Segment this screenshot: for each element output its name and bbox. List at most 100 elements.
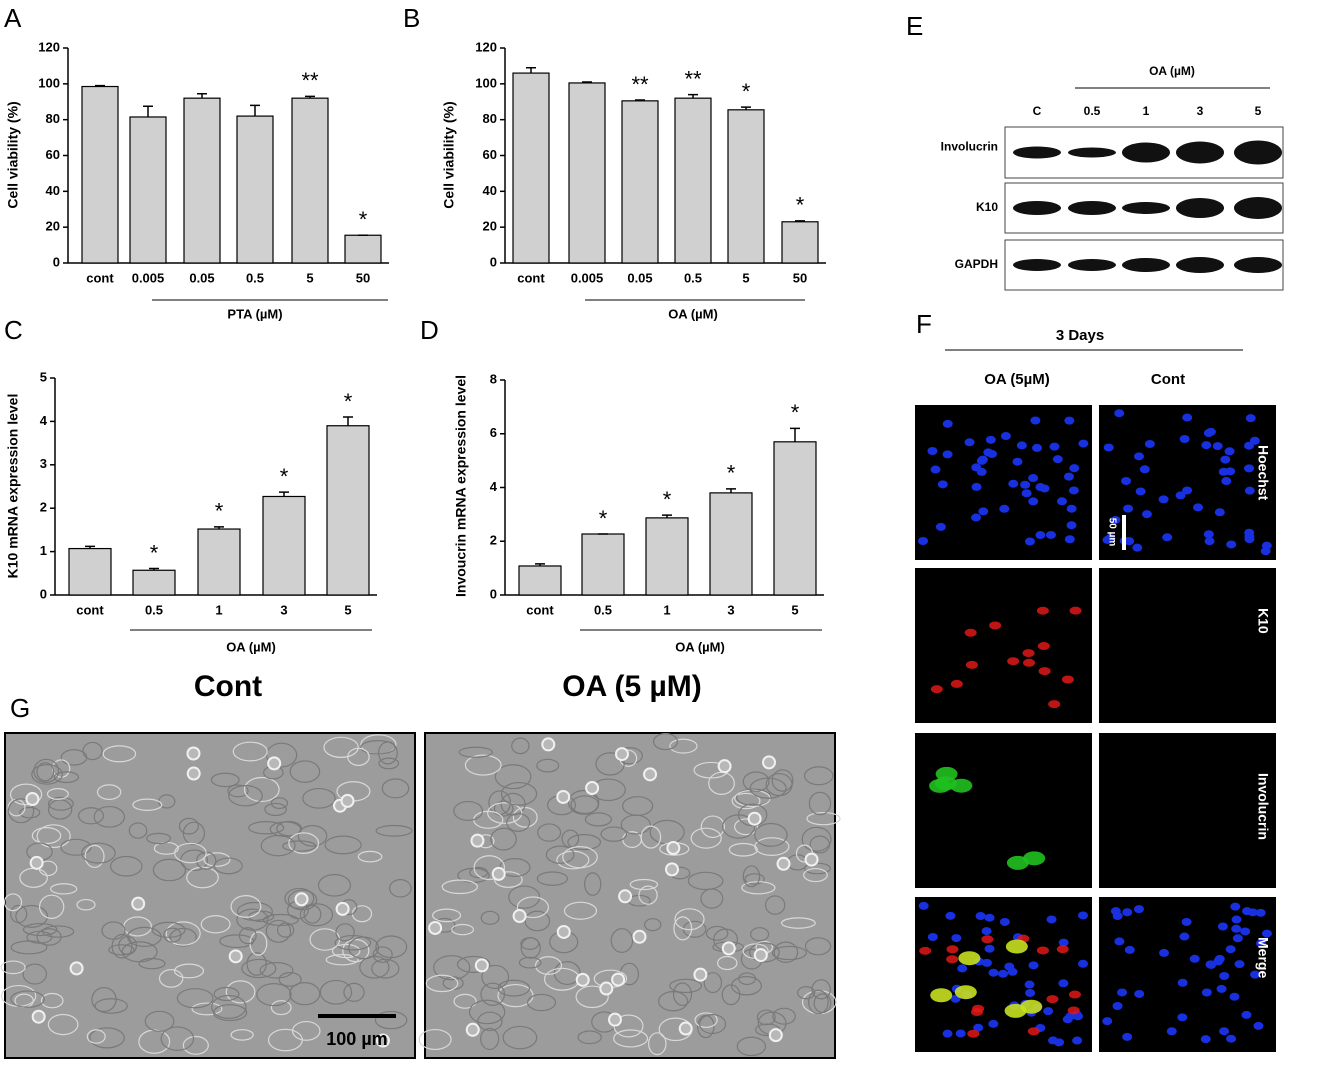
cell	[537, 823, 562, 842]
nucleus	[1179, 932, 1190, 941]
nucleus	[984, 944, 995, 953]
nucleus	[1244, 528, 1255, 537]
blot-band	[1013, 201, 1061, 215]
cell	[673, 916, 693, 941]
involucrin-signal	[1005, 939, 1028, 954]
round-cell	[607, 1012, 622, 1027]
cell	[524, 910, 551, 932]
nucleus	[1159, 948, 1170, 957]
round-cell	[428, 920, 443, 935]
cell	[47, 1013, 79, 1036]
cell	[690, 827, 722, 849]
cell	[669, 978, 703, 994]
cell	[270, 797, 289, 809]
bar	[568, 82, 606, 264]
y-tick-label: 40	[46, 183, 60, 198]
x-tick-label: cont	[517, 270, 545, 285]
cell	[803, 867, 828, 883]
cell	[256, 983, 292, 1007]
nucleus	[1260, 547, 1271, 556]
y-tick-label: 6	[490, 425, 497, 440]
cell	[288, 832, 320, 854]
nucleus	[1217, 922, 1228, 931]
x-tick-label: cont	[526, 602, 554, 617]
blot-row-label: K10	[976, 200, 998, 214]
cell	[584, 872, 602, 896]
cell	[89, 1027, 125, 1049]
cell	[694, 1012, 718, 1028]
nucleus	[1052, 455, 1063, 464]
round-cell	[474, 958, 489, 973]
error-bar	[197, 92, 207, 99]
cell	[76, 898, 96, 911]
nucleus	[1039, 484, 1050, 493]
nucleus	[1226, 540, 1237, 549]
cell	[735, 788, 772, 807]
y-tick-label: 100	[38, 75, 60, 90]
k10-signal	[965, 660, 978, 669]
x-tick-label: 0.005	[571, 270, 604, 285]
round-cell	[512, 909, 527, 924]
nucleus	[1177, 978, 1188, 987]
cell	[238, 927, 257, 945]
cell	[259, 962, 294, 979]
k10-signal	[1061, 675, 1074, 684]
cell	[50, 883, 78, 895]
error-bar	[95, 84, 105, 87]
nucleus	[1103, 443, 1114, 452]
cell	[736, 1036, 767, 1057]
cell	[121, 941, 158, 963]
y-tick-label: 40	[483, 183, 497, 198]
nucleus	[1201, 988, 1212, 997]
blot-row-label: Involucrin	[941, 140, 998, 154]
lane-label: 1	[1143, 104, 1150, 118]
x-tick-label: 50	[793, 270, 807, 285]
nucleus	[1226, 1034, 1237, 1043]
cell	[203, 852, 231, 867]
cell	[248, 910, 275, 923]
nucleus	[1058, 979, 1069, 988]
nucleus	[1072, 1036, 1083, 1045]
bar	[129, 116, 167, 264]
cell	[81, 842, 116, 864]
nucleus	[1064, 535, 1075, 544]
nucleus	[1241, 1010, 1252, 1019]
cell	[575, 985, 609, 1009]
cell	[512, 806, 538, 828]
k10-signal	[1068, 990, 1081, 999]
cell	[480, 982, 506, 1006]
k10-signal	[1027, 1027, 1040, 1036]
nucleus	[1123, 504, 1134, 513]
y-tick-label: 4	[40, 413, 48, 428]
nucleus	[1134, 989, 1145, 998]
nucleus	[984, 913, 995, 922]
nucleus	[978, 507, 989, 516]
error-bar	[790, 427, 800, 442]
y-tick-label: 4	[490, 479, 498, 494]
cell	[276, 820, 303, 837]
bar	[326, 425, 370, 596]
cell	[638, 885, 658, 905]
y-tick-label: 120	[38, 39, 60, 54]
nucleus	[1135, 487, 1146, 496]
cell	[118, 935, 138, 956]
y-tick-label: 80	[483, 111, 497, 126]
cell	[375, 824, 413, 837]
error-bar	[305, 95, 315, 99]
cell	[378, 757, 400, 770]
cell	[213, 857, 243, 875]
nucleus	[1117, 988, 1128, 997]
nucleus	[1008, 479, 1019, 488]
significance: *	[727, 461, 736, 486]
fluor-row-label: Hoechst	[1255, 445, 1271, 501]
cell	[811, 979, 831, 1000]
cell	[289, 760, 321, 783]
cell	[744, 873, 765, 885]
cell	[347, 747, 370, 766]
k10-signal	[1067, 1006, 1080, 1015]
nucleus	[1214, 954, 1225, 963]
k10-signal	[1036, 606, 1049, 615]
x-tick-label: 0.005	[132, 270, 165, 285]
k10-signal	[930, 685, 943, 694]
bar	[581, 533, 625, 596]
